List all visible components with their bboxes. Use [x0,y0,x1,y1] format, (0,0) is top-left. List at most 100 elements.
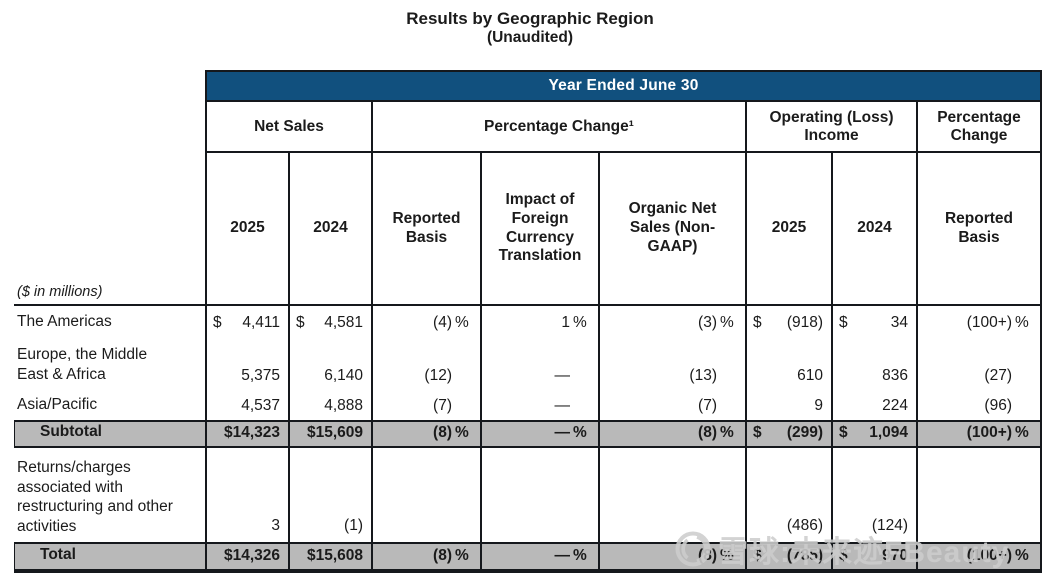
currency-symbol: $ [296,314,305,331]
row-label-text: Subtotal [40,423,102,441]
currency-symbol: $ [753,424,762,441]
cell-value: (100+) [966,424,1012,441]
cell-value: $14,323 [223,424,280,441]
cell-value: 4,888 [324,397,363,414]
row-label-text: Europe, the Middle East & Africa [17,346,148,384]
percent-suffix: % [720,314,734,331]
column-header-reported-basis: Reported Basis [371,153,480,306]
cell-value: 610 [797,367,823,384]
table-cell: (7) [371,390,480,420]
table-cell: (12) [371,337,480,390]
table-cell: $1,094 [831,420,916,448]
cell-value: (3) [698,314,717,331]
row-label-text: Total [40,546,76,564]
results-table: Year Ended June 30 Net Sales Percentage … [14,70,1042,573]
table-cell: $ (785) [745,542,831,573]
table-cell: (4)% [371,306,480,337]
page-title: Results by Geographic Region (Unaudited) [0,9,1060,47]
table-cell: — [480,390,598,420]
table-cell: (13) [598,337,745,390]
table-cell: (3)% [598,306,745,337]
row-label: The Americas [14,306,205,337]
row-label-text: The Americas [17,313,112,331]
cell-value: (8) [698,547,717,564]
table-cell: 3 [205,448,288,542]
title-line1: Results by Geographic Region [406,9,654,28]
year-ended-banner: Year Ended June 30 [205,70,1042,102]
cell-value: (13) [689,367,717,384]
percent-suffix: % [455,314,469,331]
column-header-fx-impact: Impact of Foreign Currency Translation [480,153,598,306]
table-cell: 610 [745,337,831,390]
cell-value: 1 [561,314,570,331]
cell-value: 9 [814,397,823,414]
cell-value: (486) [786,517,823,534]
table-cell: 5,375 [205,337,288,390]
cell-value: (1) [344,517,363,534]
group-header-net-sales: Net Sales [205,102,371,153]
cell-value: 4,537 [241,397,280,414]
table-cell: (8)% [598,420,745,448]
table-cell [598,448,745,542]
table-cell: (100+)% [916,420,1042,448]
table-cell: $15,608 [288,542,371,573]
percent-suffix: % [455,547,469,564]
table-cell: (7) [598,390,745,420]
column-header-2025-op-income: 2025 [745,153,831,306]
cell-value: 970 [882,547,908,564]
table-cell: $14,323 [205,420,288,448]
cell-value: (7) [433,397,452,414]
cell-value: 5,375 [241,367,280,384]
table-cell: $ (299) [745,420,831,448]
table-cell: (486) [745,448,831,542]
row-label-text: Returns/charges associated with restruct… [17,458,173,536]
percent-suffix: % [720,424,734,441]
percent-suffix: % [1015,314,1029,331]
cell-value: (8) [433,547,452,564]
cell-value: (785) [786,547,823,564]
table-cell: $14,326 [205,542,288,573]
percent-suffix: % [573,314,587,331]
table-cell: —% [480,420,598,448]
cell-value: — [554,547,571,564]
cell-value: 1,094 [869,424,908,441]
table-cell [480,448,598,542]
table-cell: $4,411 [205,306,288,337]
percent-suffix: % [1015,547,1029,564]
cell-value: (918) [786,314,823,331]
table-cell [371,448,480,542]
row-label: Europe, the Middle East & Africa [14,337,205,390]
cell-value: $15,608 [306,547,363,564]
group-header-operating-income: Operating (Loss) Income [745,102,916,153]
cell-value: 4,581 [324,314,363,331]
table-cell: (1) [288,448,371,542]
percent-suffix: % [455,424,469,441]
row-label: Returns/charges associated with restruct… [14,448,205,542]
cell-value: (4) [433,314,452,331]
column-header-text: Organic Net Sales (Non-GAAP) [628,200,717,255]
column-header-2025-net-sales: 2025 [205,153,288,306]
table-cell: (8)% [598,542,745,573]
table-cell: $34 [831,306,916,337]
table-cell: — [480,337,598,390]
cell-value: (124) [871,517,908,534]
currency-symbol: $ [753,547,762,564]
percent-suffix: % [1015,424,1029,441]
percent-suffix: % [573,424,587,441]
table-cell: 9 [745,390,831,420]
table-cell: (8)% [371,542,480,573]
table-cell: $4,581 [288,306,371,337]
table-cell: (100+)% [916,542,1042,573]
row-label-text: Asia/Pacific [17,396,98,414]
column-header-2024-op-income: 2024 [831,153,916,306]
table-cell: (100+)% [916,306,1042,337]
table-cell: —% [480,542,598,573]
currency-symbol: $ [839,314,848,331]
cell-value: 836 [882,367,908,384]
row-label: Total [14,542,205,573]
currency-symbol: $ [839,424,848,441]
table-cell: 836 [831,337,916,390]
cell-value: (12) [424,367,452,384]
table-cell: (124) [831,448,916,542]
